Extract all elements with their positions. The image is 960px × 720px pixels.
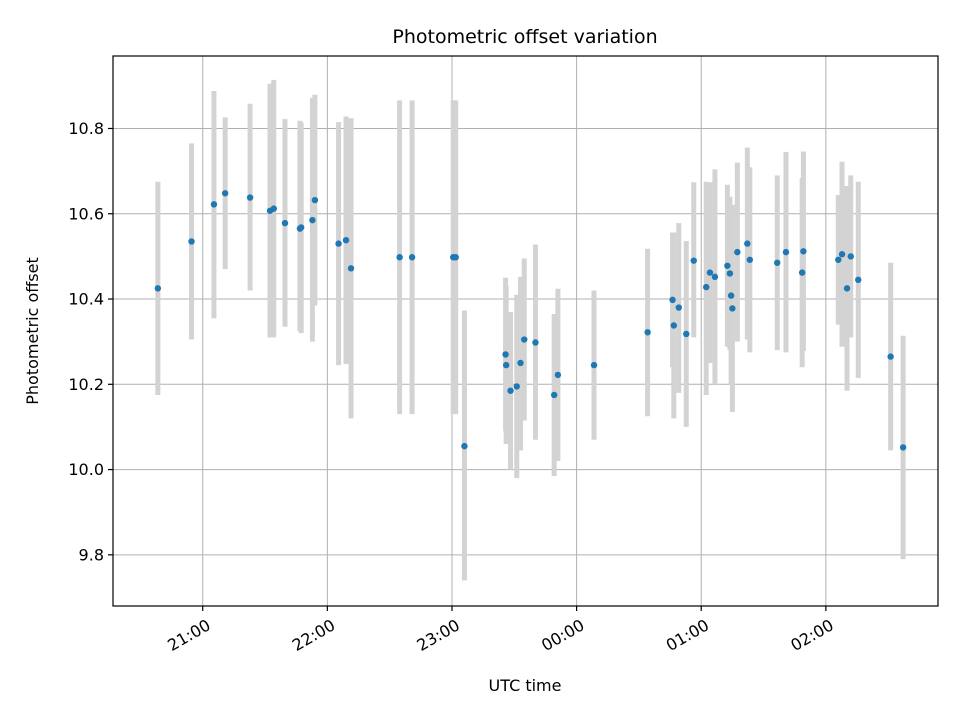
y-tick-label: 10.6 [68, 204, 104, 223]
data-point [774, 259, 781, 266]
data-point [270, 205, 277, 212]
data-point [690, 257, 697, 264]
data-point [507, 387, 514, 394]
data-point [452, 254, 459, 261]
data-point [246, 194, 254, 201]
data-point [154, 285, 162, 292]
data-point [517, 359, 524, 367]
y-tick-label: 10.8 [68, 119, 104, 138]
data-point [309, 216, 316, 224]
x-tick-label: 00:00 [538, 615, 587, 655]
data-point [188, 238, 195, 245]
x-axis-title: UTC time [489, 676, 562, 695]
data-point [502, 351, 509, 358]
data-point [221, 190, 229, 197]
data-point [502, 361, 510, 369]
data-point [461, 442, 468, 450]
data-point [644, 329, 651, 336]
data-point [513, 383, 520, 390]
x-tick-label: 23:00 [414, 615, 463, 655]
data-point [590, 361, 598, 369]
y-tick-label: 10.2 [68, 375, 104, 394]
data-point [311, 196, 319, 204]
data-point [711, 273, 719, 281]
data-point [746, 256, 754, 263]
data-point [706, 269, 714, 276]
data-point [887, 353, 894, 360]
data-point [727, 292, 735, 299]
data-point [782, 248, 790, 256]
data-point [532, 339, 539, 346]
error-bars [155, 79, 906, 581]
data-point [726, 270, 734, 277]
data-point [734, 248, 741, 256]
y-axis-title: Photometric offset [23, 257, 42, 405]
data-point [342, 236, 350, 244]
data-points [154, 190, 907, 451]
data-point [347, 265, 355, 272]
data-point [703, 283, 710, 291]
plot-frame [112, 55, 939, 607]
data-point [798, 269, 806, 276]
data-point [729, 305, 736, 312]
data-point [281, 219, 289, 227]
data-point [396, 254, 403, 261]
data-point [744, 240, 751, 247]
data-point [847, 253, 854, 260]
data-point [521, 336, 528, 343]
data-point [855, 276, 862, 284]
y-tick-label: 9.8 [79, 545, 104, 564]
data-point [899, 444, 907, 451]
y-tick-label: 10.0 [68, 460, 104, 479]
data-point [843, 285, 851, 292]
data-point [669, 296, 676, 304]
x-tick-label: 21:00 [164, 615, 213, 655]
data-point [800, 248, 807, 255]
y-tick-label: 10.4 [68, 290, 104, 309]
chart-title: Photometric offset variation [392, 26, 657, 48]
x-tick-label: 01:00 [663, 615, 712, 655]
data-point [724, 262, 731, 269]
x-tick-label: 22:00 [289, 615, 338, 655]
data-point [683, 330, 690, 338]
data-point [550, 391, 558, 399]
data-point [835, 256, 842, 263]
data-point [838, 251, 846, 258]
data-point [675, 304, 682, 311]
data-point [335, 240, 342, 247]
data-point [670, 322, 678, 329]
x-tick-label: 02:00 [787, 615, 836, 655]
data-point [210, 201, 218, 208]
data-point [297, 224, 305, 231]
data-point [408, 254, 416, 261]
data-point [554, 371, 562, 379]
